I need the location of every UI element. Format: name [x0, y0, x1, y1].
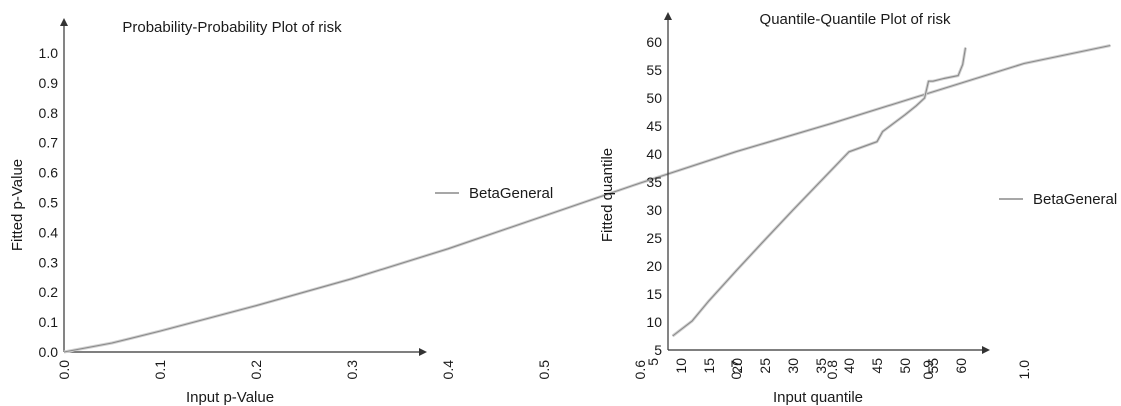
y-tick-label: 0.9: [39, 75, 59, 91]
pp-plot-y-axis-label: Fitted p-Value: [9, 159, 26, 251]
x-tick-label: 0.4: [440, 360, 456, 380]
y-tick-label: 30: [646, 202, 662, 218]
qq-plot: Quantile-Quantile Plot of risk Input qua…: [599, 11, 1117, 406]
qq-plot-title: Quantile-Quantile Plot of risk: [760, 11, 951, 28]
x-tick-label: 0.6: [632, 360, 648, 380]
y-tick-label: 60: [646, 34, 662, 50]
x-tick-label: 30: [785, 358, 801, 374]
x-tick-label: 40: [841, 358, 857, 374]
pp-plot-x-axis-label: Input p-Value: [186, 389, 274, 406]
series-line: [672, 47, 967, 337]
x-tick-label: 0.2: [248, 360, 264, 380]
y-tick-label: 20: [646, 258, 662, 274]
x-tick-label: 0.7: [728, 360, 744, 380]
pp-plot-title: Probability-Probability Plot of risk: [122, 19, 342, 36]
y-tick-label: 0.8: [39, 105, 59, 121]
x-tick-label: 1.0: [1016, 360, 1032, 380]
y-tick-label: 0.2: [39, 284, 59, 300]
y-tick-label: 50: [646, 90, 662, 106]
x-tick-label: 20: [729, 358, 745, 374]
y-tick-label: 15: [646, 286, 662, 302]
y-tick-label: 55: [646, 62, 662, 78]
y-tick-label: 0.3: [39, 254, 59, 270]
x-tick-label: 0.9: [920, 360, 936, 380]
series-line: [63, 44, 1111, 353]
x-tick-label: 10: [673, 358, 689, 374]
x-tick-label: 50: [897, 358, 913, 374]
y-tick-label: 0.0: [39, 344, 59, 360]
legend-label: BetaGeneral: [1033, 191, 1117, 208]
y-tick-label: 0.6: [39, 165, 59, 181]
x-tick-label: 15: [701, 358, 717, 374]
pp-plot: Probability-Probability Plot of risk Inp…: [9, 18, 1111, 406]
x-tick-label: 5: [645, 358, 661, 366]
y-tick-label: 45: [646, 118, 662, 134]
y-tick-label: 1.0: [39, 45, 59, 61]
y-tick-label: 10: [646, 314, 662, 330]
series-line-halo: [63, 44, 1111, 354]
y-axis-arrow-icon: [60, 18, 68, 26]
y-tick-label: 0.1: [39, 314, 59, 330]
x-tick-label: 0.3: [344, 360, 360, 380]
x-tick-label: 0.8: [824, 360, 840, 380]
y-tick-label: 40: [646, 146, 662, 162]
y-tick-label: 35: [646, 174, 662, 190]
x-tick-label: 35: [813, 358, 829, 374]
x-tick-label: 55: [925, 358, 941, 374]
legend-label: BetaGeneral: [469, 185, 553, 202]
x-tick-label: 25: [757, 358, 773, 374]
x-axis-arrow-icon: [419, 348, 427, 356]
qq-plot-y-axis-label: Fitted quantile: [599, 148, 616, 242]
y-axis-arrow-icon: [664, 12, 672, 20]
x-tick-label: 0.0: [56, 360, 72, 380]
x-tick-label: 45: [869, 358, 885, 374]
y-tick-label: 25: [646, 230, 662, 246]
y-tick-label: 0.4: [39, 224, 59, 240]
qq-plot-x-axis-label: Input quantile: [773, 389, 863, 406]
x-tick-label: 0.1: [152, 360, 168, 380]
y-tick-label: 0.5: [39, 195, 59, 211]
x-tick-label: 0.5: [536, 360, 552, 380]
y-tick-label: 5: [654, 342, 662, 358]
x-axis-arrow-icon: [982, 346, 990, 354]
x-tick-label: 60: [953, 358, 969, 374]
y-tick-label: 0.7: [39, 135, 59, 151]
